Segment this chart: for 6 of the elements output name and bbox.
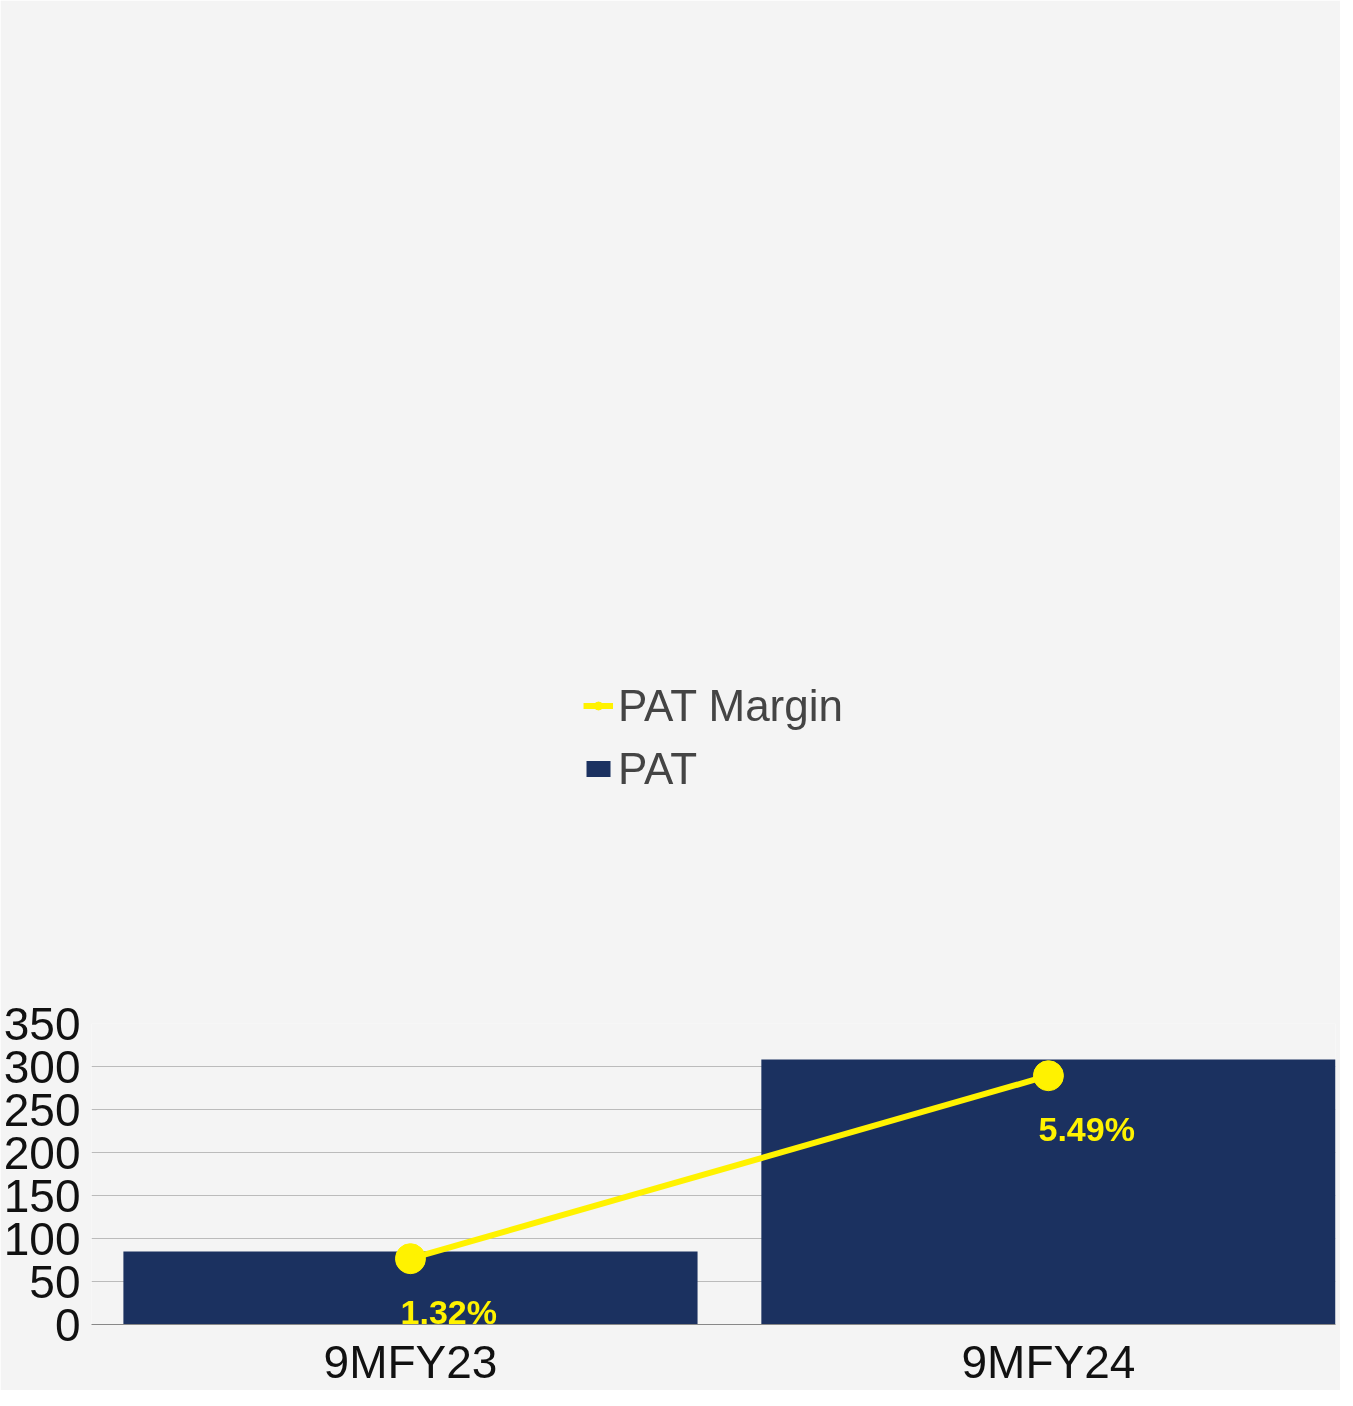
data-label: 1.32% xyxy=(400,1292,497,1331)
x-tick-label: 9MFY24 xyxy=(961,1335,1136,1388)
x-tick-label: 9MFY23 xyxy=(323,1335,498,1388)
legend-label: PAT xyxy=(618,742,698,794)
legend-label: PAT Margin xyxy=(618,679,843,732)
data-label: 5.49% xyxy=(1038,1109,1135,1148)
